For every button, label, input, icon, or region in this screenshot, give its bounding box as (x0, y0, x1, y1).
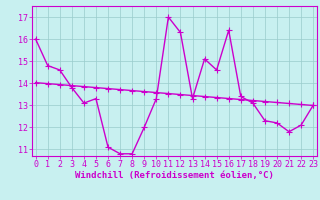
X-axis label: Windchill (Refroidissement éolien,°C): Windchill (Refroidissement éolien,°C) (75, 171, 274, 180)
